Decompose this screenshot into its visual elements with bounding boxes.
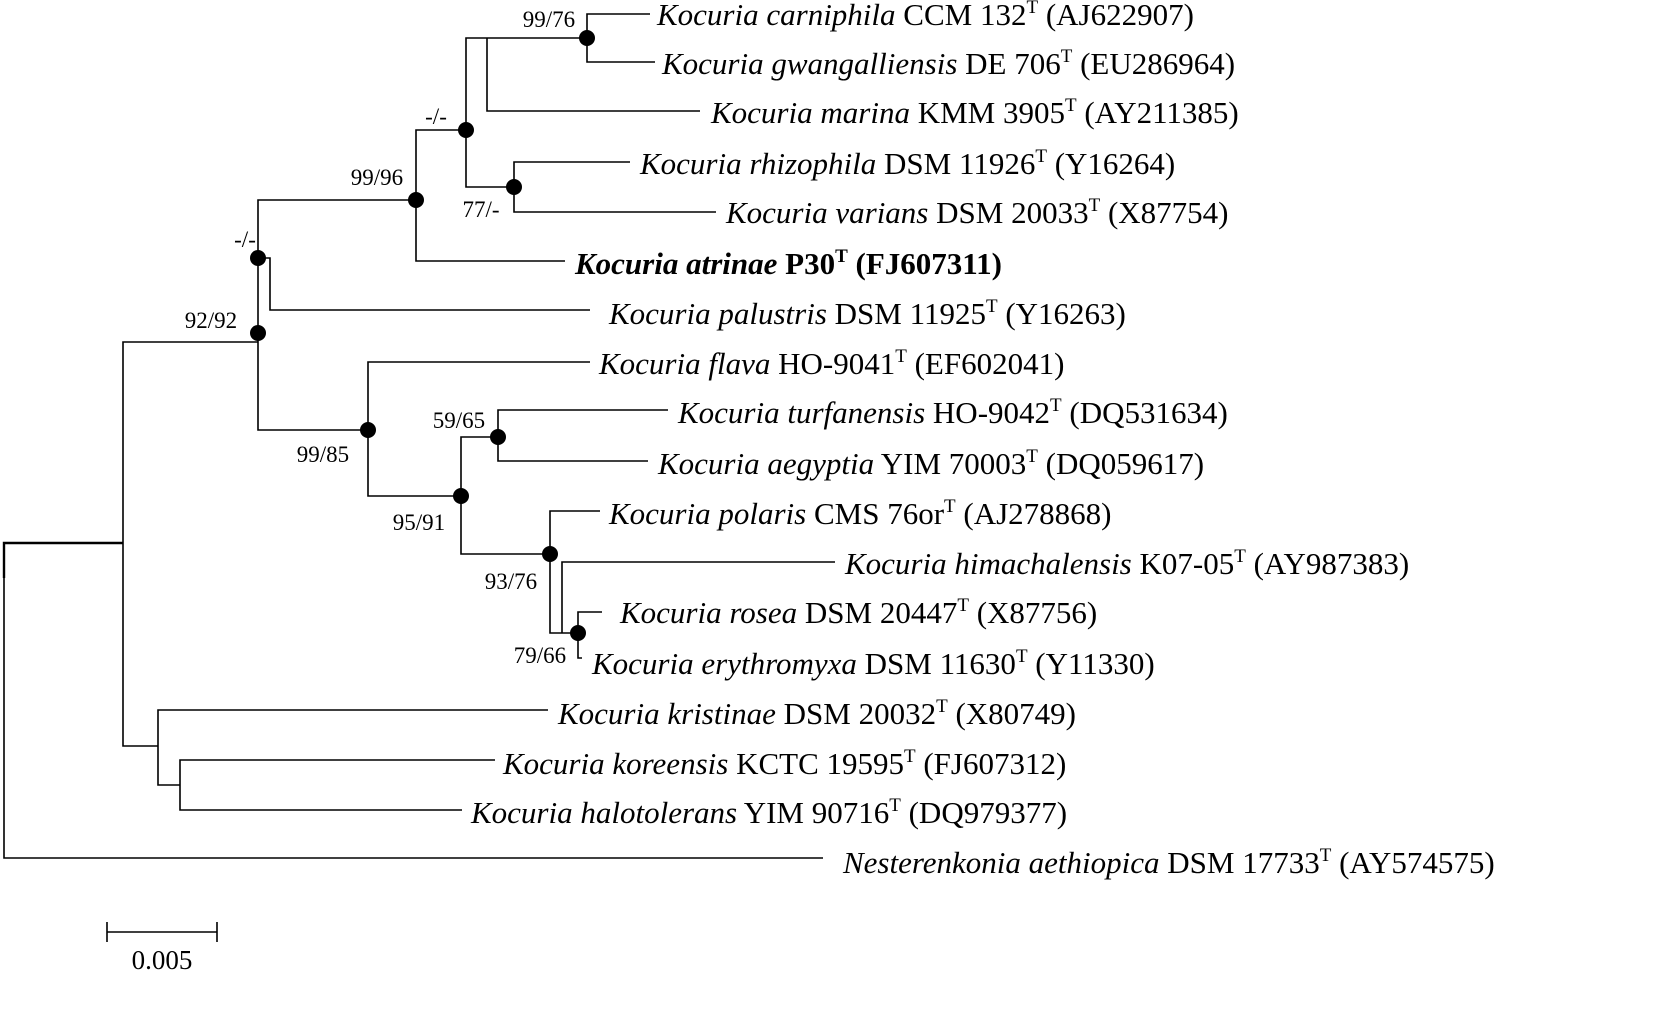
- node-dot: [360, 422, 376, 438]
- branch-kristinae-group: [122, 543, 158, 747]
- branch-gwangalliensis: [586, 38, 655, 63]
- taxon-label-atrinae: Kocuria atrinae P30T (FJ607311): [574, 246, 1002, 281]
- taxon-label-rhizophila: Kocuria rhizophila DSM 11926T (Y16264): [639, 146, 1175, 181]
- bootstrap-value: 95/91: [393, 510, 445, 535]
- taxon-label-marina: Kocuria marina KMM 3905T (AY211385): [710, 95, 1239, 130]
- branch-koreensis: [179, 759, 495, 785]
- branch-flava-group: [257, 342, 368, 431]
- scale-bar-line: [106, 922, 218, 942]
- branch-carniphila-group: [465, 37, 587, 130]
- taxon-label-flava: Kocuria flava HO-9041T (EF602041): [598, 346, 1064, 381]
- branch-rhizophila: [513, 161, 630, 187]
- taxon-labels: Kocuria carniphila CCM 132T (AJ622907) K…: [470, 0, 1495, 880]
- taxon-label-polaris: Kocuria polaris CMS 76orT (AJ278868): [608, 496, 1112, 531]
- taxon-label-gwangalliensis: Kocuria gwangalliensis DE 706T (EU286964…: [661, 46, 1235, 81]
- branch-halotolerans: [179, 785, 462, 811]
- branch-palustris: [258, 257, 590, 311]
- node-dot: [579, 30, 595, 46]
- bootstrap-value: 77/-: [462, 197, 499, 222]
- branch-flava: [367, 361, 590, 430]
- branch-erythromyxa: [577, 633, 582, 659]
- node-dot: [490, 429, 506, 445]
- node-dot: [453, 488, 469, 504]
- branch-varians: [513, 187, 716, 213]
- node-dot: [506, 179, 522, 195]
- branch-koreensis-group: [157, 746, 180, 786]
- branch-himachalensis: [561, 561, 835, 633]
- taxon-label-himachalensis: Kocuria himachalensis K07-05T (AY987383): [844, 546, 1409, 581]
- taxon-label-turfanensis: Kocuria turfanensis HO-9042T (DQ531634): [677, 395, 1228, 430]
- taxon-label-varians: Kocuria varians DSM 20033T (X87754): [725, 195, 1228, 230]
- branch-aegyptia: [497, 437, 648, 462]
- branch-marina-group: [415, 129, 466, 200]
- root-stem: [2, 541, 123, 578]
- taxon-label-aegyptia: Kocuria aegyptia YIM 70003T (DQ059617): [657, 446, 1204, 481]
- tree-branches: [2, 13, 835, 859]
- taxon-label-rosea: Kocuria rosea DSM 20447T (X87756): [619, 595, 1097, 630]
- branch-outgroup: [3, 578, 823, 859]
- bootstrap-value: -/-: [234, 227, 256, 252]
- branch-atrinae: [415, 200, 565, 262]
- taxon-label-koreensis: Kocuria koreensis KCTC 19595T (FJ607312): [502, 746, 1066, 781]
- taxon-label-erythromyxa: Kocuria erythromyxa DSM 11630T (Y11330): [591, 646, 1155, 681]
- bootstrap-value: 59/65: [433, 408, 485, 433]
- node-dot: [542, 546, 558, 562]
- node-dot: [250, 250, 266, 266]
- branch-marina: [486, 38, 700, 112]
- bootstrap-value: 99/76: [523, 7, 575, 32]
- branch-turfanensis: [497, 409, 668, 437]
- branch-kocuria-main: [122, 341, 258, 543]
- bootstrap-value: 93/76: [485, 569, 537, 594]
- node-dot: [408, 192, 424, 208]
- node-dot: [570, 625, 586, 641]
- bootstrap-value: 92/92: [185, 308, 237, 333]
- bootstrap-node-markers: [250, 30, 595, 641]
- bootstrap-value: 99/85: [297, 442, 349, 467]
- branch-polaris-group: [460, 496, 550, 555]
- branch-kristinae: [157, 709, 548, 746]
- taxon-label-aethiopica: Nesterenkonia aethiopica DSM 17733T (AY5…: [842, 845, 1495, 880]
- scale-bar: 0.005: [106, 922, 218, 975]
- branch-turfanensis-group: [367, 430, 461, 497]
- branch-carniphila: [586, 13, 650, 38]
- bootstrap-value: 79/66: [514, 643, 566, 668]
- node-dot: [250, 325, 266, 341]
- branch-atrinae-group: [257, 199, 416, 258]
- node-dot: [458, 122, 474, 138]
- taxon-label-palustris: Kocuria palustris DSM 11925T (Y16263): [608, 296, 1126, 331]
- branch-rhizophila-group: [465, 130, 514, 188]
- bootstrap-value: 99/96: [351, 165, 403, 190]
- branch-polaris: [549, 510, 600, 554]
- taxon-label-kristinae: Kocuria kristinae DSM 20032T (X80749): [557, 696, 1076, 731]
- branch-turfanensis-pair: [460, 436, 498, 496]
- taxon-label-halotolerans: Kocuria halotolerans YIM 90716T (DQ97937…: [470, 795, 1067, 830]
- bootstrap-value: -/-: [425, 104, 447, 129]
- branch-himachalensis-group: [549, 554, 578, 634]
- bootstrap-labels: 99/76 -/- 77/- 99/96 -/- 92/92 99/85 59/…: [185, 7, 575, 668]
- taxon-label-carniphila: Kocuria carniphila CCM 132T (AJ622907): [656, 0, 1194, 32]
- scale-bar-label: 0.005: [132, 945, 193, 975]
